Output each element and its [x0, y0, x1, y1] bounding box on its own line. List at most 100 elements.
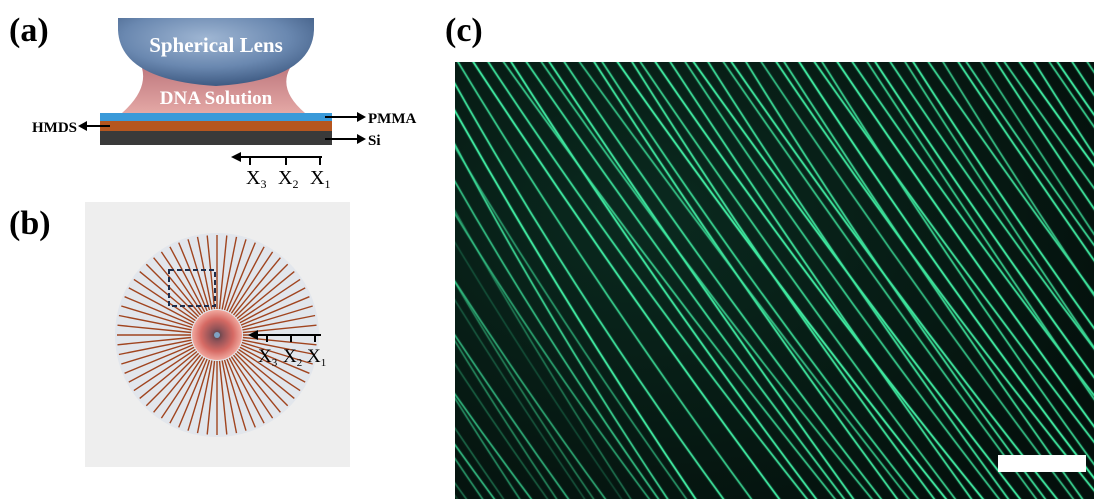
pmma-label: PMMA — [368, 111, 416, 127]
position-label-x1: X1 — [310, 167, 330, 191]
dna-fiber — [1048, 62, 1094, 129]
dna-fiber — [593, 62, 899, 499]
si-label: Si — [368, 133, 381, 149]
scale-bar — [998, 455, 1086, 472]
radial-dna-line — [242, 324, 317, 334]
radial-dna-line — [117, 324, 192, 334]
dna-fiber — [1018, 62, 1094, 168]
dna-fiber — [540, 62, 873, 499]
dna-fiber — [889, 62, 1094, 350]
radial-dna-line — [169, 246, 206, 313]
radial-dna-line — [242, 314, 316, 331]
radial-dna-line — [160, 251, 204, 314]
dna-fiber — [510, 62, 818, 499]
position-axis-arrowhead — [231, 152, 241, 162]
dna-fiber — [455, 109, 697, 499]
radial-dna-line — [238, 278, 301, 322]
panel-label-a: (a) — [9, 12, 49, 49]
dna-fiber — [455, 362, 549, 499]
dna-fiber — [455, 392, 533, 499]
radial-dna-line — [124, 296, 194, 326]
radial-dna-line — [196, 360, 213, 434]
dna-fiber — [904, 62, 1094, 349]
radial-dna-line — [196, 236, 213, 310]
dna-fiber — [813, 62, 1094, 444]
radial-dna-line — [228, 357, 265, 424]
radial-dna-line — [241, 305, 313, 329]
position-label-x2: X2 — [278, 167, 298, 191]
radial-dna-line — [118, 339, 192, 356]
dna-fiber — [821, 62, 1094, 466]
dna-fiber — [487, 62, 809, 499]
dna-fiber — [669, 62, 973, 499]
radial-dna-line — [236, 271, 295, 320]
hmds-arrowhead — [78, 121, 87, 131]
pmma-arrowhead — [357, 112, 366, 122]
dna-fiber — [472, 62, 781, 499]
radial-dna-line — [121, 341, 193, 365]
dna-fiber — [995, 62, 1094, 211]
radial-dna-line — [118, 314, 192, 331]
radial-dna-line — [241, 341, 313, 365]
radial-dna-line — [240, 344, 310, 374]
radial-dna-line — [232, 354, 281, 413]
dna-fiber — [965, 62, 1094, 247]
dna-fiber — [851, 62, 1094, 397]
dna-fiber — [563, 62, 883, 499]
radial-dna-line — [187, 359, 211, 431]
radial-dna-line — [230, 251, 274, 314]
radial-dna-line — [226, 358, 256, 428]
panel-label-b: (b) — [9, 205, 51, 242]
radial-dna-line — [121, 305, 193, 329]
radial-dna-line — [242, 339, 316, 356]
radial-dna-line — [236, 350, 295, 399]
radial-dna-line — [238, 348, 301, 392]
dna-fiber — [455, 298, 586, 499]
radial-dna-line — [242, 336, 317, 346]
dna-fiber — [601, 62, 920, 499]
radial-dna-line — [239, 287, 306, 324]
dna-fiber — [455, 180, 660, 499]
center-dot — [214, 332, 220, 338]
radial-dna-line — [139, 350, 198, 399]
radial-dna-line — [153, 354, 202, 413]
pmma-layer — [100, 113, 332, 121]
radial-stretched-dna-lines — [117, 235, 317, 435]
radial-dna-line — [128, 346, 195, 383]
stretched-dna-fibers — [455, 62, 1094, 499]
position-label-x3: X3 — [246, 167, 266, 191]
dna-fiber — [722, 62, 1038, 499]
radial-dna-line — [124, 344, 194, 374]
panel-a-schematic: Spherical Lens DNA Solution HMDS PMMA Si… — [32, 18, 416, 191]
dna-fiber — [455, 280, 607, 499]
radial-dna-line — [145, 352, 200, 407]
radial-dna-line — [128, 287, 195, 324]
dna-fiber — [525, 62, 846, 499]
dna-fiber — [866, 62, 1094, 401]
panel-c-fluorescence-image — [455, 62, 1094, 499]
dna-fiber — [980, 62, 1094, 236]
dna-fiber — [654, 62, 984, 499]
radial-dna-line — [187, 239, 211, 311]
dna-fiber — [455, 334, 570, 499]
spherical-lens — [118, 18, 314, 86]
dna-fiber — [457, 62, 753, 499]
zoom-region-box — [168, 269, 216, 307]
radial-dna-line — [160, 356, 204, 419]
radial-dna-line — [221, 236, 238, 310]
dna-fiber — [707, 62, 1010, 499]
radial-dna-line — [133, 348, 196, 392]
radial-dna-line — [218, 235, 228, 310]
dna-fiber — [1033, 62, 1094, 157]
radial-dna-line — [218, 360, 228, 435]
radial-dna-line — [223, 359, 247, 431]
dna-fiber — [957, 62, 1094, 262]
dna-fiber — [455, 397, 521, 499]
panel-label-c: (c) — [445, 12, 483, 49]
dna-fiber — [874, 62, 1094, 379]
radial-dna-line — [223, 239, 247, 311]
dna-fiber — [745, 62, 1047, 499]
radial-dna-line — [133, 278, 196, 322]
hmds-label: HMDS — [32, 120, 77, 136]
radial-dna-line — [178, 242, 208, 312]
